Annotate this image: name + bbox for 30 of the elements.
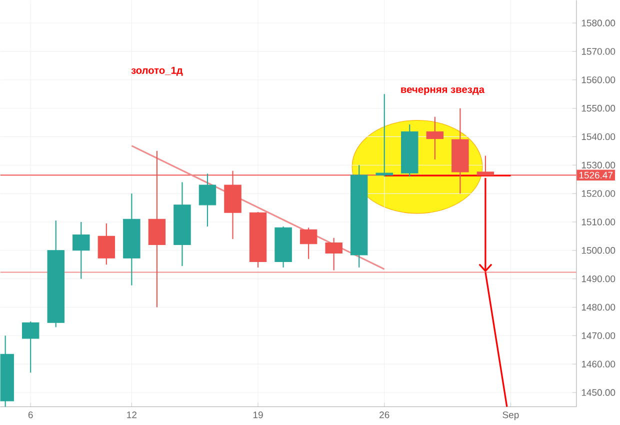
- candlestick: [72, 222, 90, 280]
- ref-line-label: 1526.47: [579, 172, 613, 179]
- y-tick-label: 1560.00: [582, 76, 616, 84]
- x-tick-label: 19: [253, 412, 263, 418]
- annotation: вечерняя звезда: [401, 88, 485, 96]
- y-tick-label: 1580.00: [582, 20, 616, 27]
- y-tick-label: 1510.00: [582, 218, 616, 226]
- y-tick-label: 1520.00: [582, 190, 616, 198]
- x-tick-label: Sep: [502, 412, 519, 420]
- candlestick: [426, 116, 444, 160]
- y-tick-label: 1500.00: [582, 247, 616, 254]
- y-tick-label: 1550.00: [582, 105, 616, 112]
- y-tick-label: 1450.00: [582, 389, 616, 396]
- candlestick: [198, 173, 216, 228]
- x-tick-label: 6: [28, 412, 33, 418]
- candlestick: [22, 321, 40, 374]
- candlestick: [325, 238, 342, 272]
- x-tick-label: 12: [127, 412, 136, 418]
- y-tick-label: 1570.00: [582, 48, 616, 55]
- x-tick-label: 26: [380, 412, 390, 418]
- candlestick: [98, 223, 116, 266]
- y-tick-label: 1540.00: [582, 134, 616, 140]
- candlestick: [300, 227, 318, 260]
- y-tick-label: 1490.00: [582, 276, 616, 282]
- y-tick-label: 1480.00: [582, 304, 616, 311]
- candlestick: [376, 94, 393, 178]
- y-tick-label: 1530.00: [582, 162, 616, 169]
- y-tick-label: 1470.00: [582, 332, 616, 340]
- text: золото_1д: [131, 67, 183, 76]
- y-tick-label: 1460.00: [582, 360, 616, 368]
